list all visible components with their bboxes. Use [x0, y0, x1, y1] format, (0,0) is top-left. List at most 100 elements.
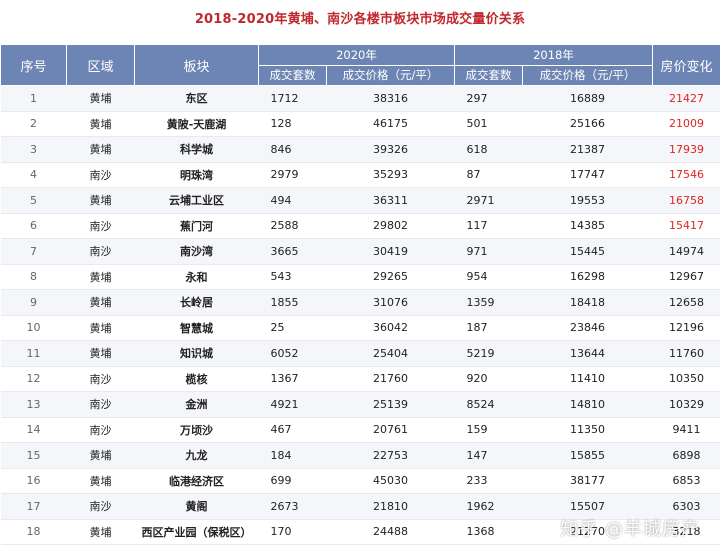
cell-volume-2020: 25 — [258, 315, 327, 341]
cell-price-2018: 21270 — [522, 519, 653, 545]
cell-price-2020: 24488 — [326, 519, 455, 545]
cell-volume-2018: 187 — [454, 315, 523, 341]
cell-change: 3218 — [652, 519, 720, 545]
cell-volume-2018: 1368 — [454, 519, 523, 545]
cell-volume-2018: 147 — [454, 442, 523, 469]
cell-price-2018: 18418 — [522, 289, 653, 316]
header-index: 序号 — [0, 44, 67, 86]
cell-change: 6303 — [652, 493, 720, 520]
cell-volume-2020: 2979 — [258, 162, 327, 188]
header-2018: 2018年 — [454, 44, 653, 66]
cell-change: 21427 — [652, 85, 720, 112]
table-row: 8 黄埔 永和 543 29265 954 16298 12967 — [0, 264, 720, 290]
cell-index: 3 — [0, 136, 67, 163]
cell-change: 12967 — [652, 264, 720, 290]
cell-block: 科学城 — [134, 136, 259, 163]
cell-region: 黄埔 — [66, 85, 135, 112]
cell-index: 11 — [0, 340, 67, 367]
table-row: 15 黄埔 九龙 184 22753 147 15855 6898 — [0, 442, 720, 469]
cell-region: 黄埔 — [66, 136, 135, 163]
cell-price-2018: 15507 — [522, 493, 653, 520]
cell-index: 14 — [0, 417, 67, 443]
cell-index: 8 — [0, 264, 67, 290]
cell-change: 10329 — [652, 391, 720, 418]
cell-price-2020: 21810 — [326, 493, 455, 520]
cell-volume-2018: 954 — [454, 264, 523, 290]
cell-block: 智慧城 — [134, 315, 259, 341]
cell-volume-2020: 699 — [258, 468, 327, 494]
cell-region: 黄埔 — [66, 111, 135, 137]
cell-volume-2020: 1712 — [258, 85, 327, 112]
cell-price-2018: 21387 — [522, 136, 653, 163]
cell-block: 万顷沙 — [134, 417, 259, 443]
table-row: 5 黄埔 云埔工业区 494 36311 2971 19553 16758 — [0, 187, 720, 214]
cell-region: 南沙 — [66, 493, 135, 520]
cell-block: 东区 — [134, 85, 259, 112]
cell-volume-2018: 1359 — [454, 289, 523, 316]
cell-price-2020: 30419 — [326, 238, 455, 265]
table-row: 2 黄埔 黄陂-天鹿湖 128 46175 501 25166 21009 — [0, 111, 720, 137]
cell-price-2020: 39326 — [326, 136, 455, 163]
cell-price-2020: 38316 — [326, 85, 455, 112]
cell-price-2020: 20761 — [326, 417, 455, 443]
cell-block: 明珠湾 — [134, 162, 259, 188]
cell-region: 黄埔 — [66, 340, 135, 367]
cell-change: 6853 — [652, 468, 720, 494]
cell-index: 17 — [0, 493, 67, 520]
cell-price-2020: 31076 — [326, 289, 455, 316]
cell-index: 13 — [0, 391, 67, 418]
header-price-2020: 成交价格（元/平） — [326, 64, 455, 86]
cell-volume-2018: 1962 — [454, 493, 523, 520]
cell-volume-2020: 467 — [258, 417, 327, 443]
cell-volume-2020: 1367 — [258, 366, 327, 392]
cell-index: 9 — [0, 289, 67, 316]
cell-volume-2020: 1855 — [258, 289, 327, 316]
cell-change: 10350 — [652, 366, 720, 392]
cell-price-2018: 11410 — [522, 366, 653, 392]
header-volume-2018: 成交套数 — [454, 64, 523, 86]
cell-region: 黄埔 — [66, 442, 135, 469]
cell-region: 黄埔 — [66, 519, 135, 545]
header-change: 房价变化 — [652, 44, 720, 86]
cell-price-2020: 25139 — [326, 391, 455, 418]
cell-change: 6898 — [652, 442, 720, 469]
cell-index: 6 — [0, 213, 67, 239]
cell-volume-2018: 233 — [454, 468, 523, 494]
cell-index: 7 — [0, 238, 67, 265]
table-row: 3 黄埔 科学城 846 39326 618 21387 17939 — [0, 136, 720, 163]
cell-price-2020: 25404 — [326, 340, 455, 367]
cell-region: 南沙 — [66, 238, 135, 265]
header-region: 区域 — [66, 44, 135, 86]
cell-region: 黄埔 — [66, 315, 135, 341]
cell-volume-2018: 618 — [454, 136, 523, 163]
cell-price-2020: 35293 — [326, 162, 455, 188]
page-title: 2018-2020年黄埔、南沙各楼市板块市场成交量价关系 — [194, 12, 526, 27]
table-row: 13 南沙 金洲 4921 25139 8524 14810 10329 — [0, 391, 720, 418]
cell-price-2018: 13644 — [522, 340, 653, 367]
cell-volume-2018: 159 — [454, 417, 523, 443]
cell-price-2020: 29265 — [326, 264, 455, 290]
cell-index: 1 — [0, 85, 67, 112]
cell-region: 南沙 — [66, 391, 135, 418]
watermark: 知乎 @羊城房产 — [560, 519, 700, 540]
cell-index: 18 — [0, 519, 67, 545]
cell-change: 11760 — [652, 340, 720, 367]
cell-volume-2018: 87 — [454, 162, 523, 188]
cell-price-2018: 15445 — [522, 238, 653, 265]
header-price-2018: 成交价格（元/平） — [522, 64, 653, 86]
cell-volume-2018: 8524 — [454, 391, 523, 418]
cell-index: 2 — [0, 111, 67, 137]
cell-price-2018: 17747 — [522, 162, 653, 188]
cell-volume-2020: 543 — [258, 264, 327, 290]
cell-change: 12658 — [652, 289, 720, 316]
cell-block: 云埔工业区 — [134, 187, 259, 214]
cell-price-2018: 14385 — [522, 213, 653, 239]
cell-volume-2020: 3665 — [258, 238, 327, 265]
cell-volume-2020: 184 — [258, 442, 327, 469]
cell-volume-2020: 4921 — [258, 391, 327, 418]
cell-price-2020: 21760 — [326, 366, 455, 392]
cell-block: 金洲 — [134, 391, 259, 418]
cell-block: 榄核 — [134, 366, 259, 392]
header-row-bottom: 成交套数 成交价格（元/平） 成交套数 成交价格（元/平） — [1, 64, 720, 86]
cell-index: 16 — [0, 468, 67, 494]
